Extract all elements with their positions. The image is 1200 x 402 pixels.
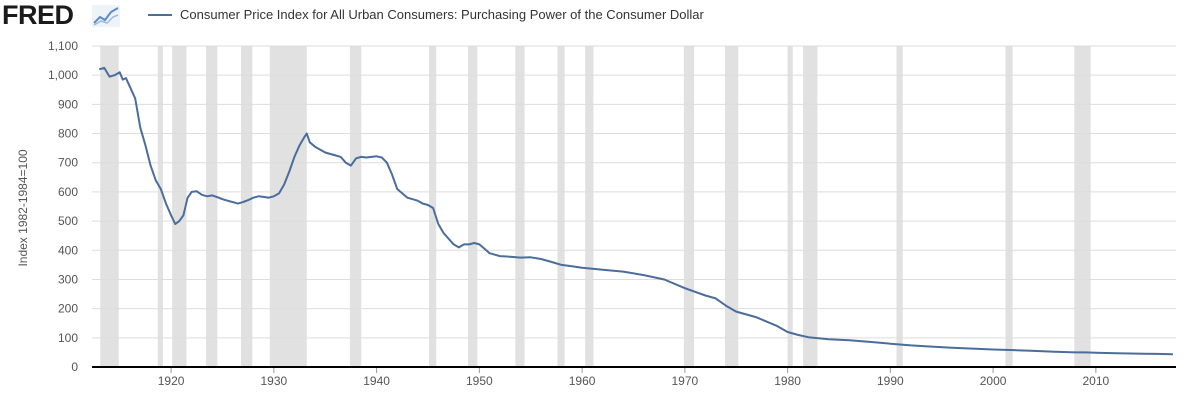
y-tick-label: 0 (71, 360, 78, 374)
recession-band (683, 46, 695, 367)
recession-band (468, 46, 478, 367)
recession-band (557, 46, 565, 367)
recession-band (240, 46, 253, 367)
recession-band (172, 46, 187, 367)
y-axis-title: Index 1982-1984=100 (16, 149, 30, 266)
legend-label: Consumer Price Index for All Urban Consu… (180, 7, 704, 22)
x-tick-label: 1970 (672, 374, 699, 388)
y-tick-label: 700 (58, 156, 78, 170)
y-tick-label: 100 (58, 331, 78, 345)
x-tick-label: 1940 (363, 374, 390, 388)
y-tick-label: 1,000 (48, 68, 78, 82)
fred-logo[interactable]: FRED (2, 0, 74, 30)
recession-band (515, 46, 525, 367)
recession-band (1005, 46, 1013, 367)
recession-band (787, 46, 793, 367)
y-tick-label: 1,100 (48, 39, 78, 53)
recession-band (269, 46, 307, 367)
x-tick-label: 1990 (877, 374, 904, 388)
recession-band (896, 46, 903, 367)
recession-band (724, 46, 739, 367)
recession-band (157, 46, 163, 367)
y-tick-label: 200 (58, 302, 78, 316)
series-layer (98, 66, 1173, 356)
recession-band (349, 46, 362, 367)
gridlines (92, 45, 1176, 339)
recession-band (100, 46, 119, 367)
x-tick-label: 1960 (569, 374, 596, 388)
recession-band (206, 46, 218, 367)
x-tick-label: 1920 (158, 374, 185, 388)
x-tick-label: 1950 (466, 374, 493, 388)
y-tick-label: 400 (58, 243, 78, 257)
recession-band (585, 46, 594, 367)
chart-header: FRED Consumer Price Index for All Urban … (0, 0, 1200, 34)
y-tick-label: 900 (58, 97, 78, 111)
line-chart-icon (92, 5, 120, 27)
y-tick-label: 800 (58, 127, 78, 141)
recession-band (1074, 46, 1091, 367)
series-line (98, 66, 1173, 356)
y-tick-label: 300 (58, 272, 78, 286)
x-tick-label: 1980 (774, 374, 801, 388)
recession-band (803, 46, 818, 367)
recession-band (429, 46, 437, 367)
axes: 0 100 200 300 400 500 600 700 800 900 1,000 1,100 19… (48, 39, 1176, 388)
x-tick-label: 2010 (1083, 374, 1110, 388)
legend-swatch (148, 13, 172, 16)
x-tick-label: 2000 (980, 374, 1007, 388)
y-tick-label: 500 (58, 214, 78, 228)
x-tick-label: 1930 (261, 374, 288, 388)
legend[interactable]: Consumer Price Index for All Urban Consu… (148, 7, 704, 22)
recession-bands (100, 46, 1091, 367)
y-tick-label: 600 (58, 185, 78, 199)
